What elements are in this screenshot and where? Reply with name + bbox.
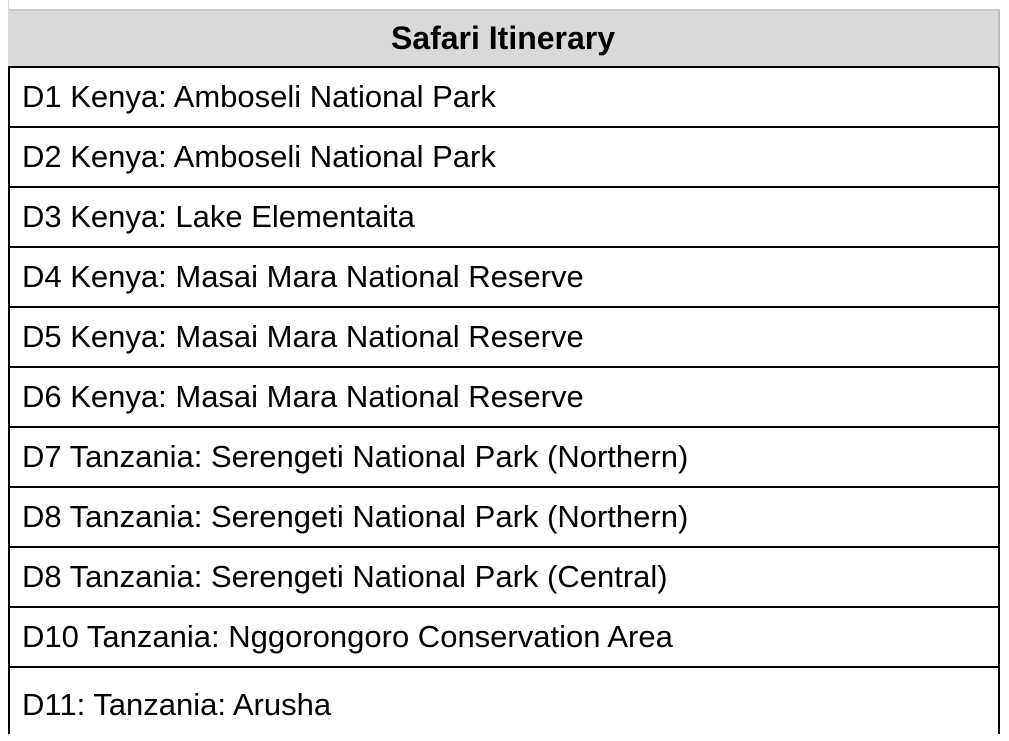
column-top-border — [8, 9, 1000, 11]
table-row[interactable]: D1 Kenya: Amboseli National Park — [8, 68, 1000, 128]
table-row[interactable]: D4 Kenya: Masai Mara National Reserve — [8, 248, 1000, 308]
table-row[interactable]: D2 Kenya: Amboseli National Park — [8, 128, 1000, 188]
table-row[interactable]: D10 Tanzania: Nggorongoro Conservation A… — [8, 608, 1000, 668]
table-row[interactable]: D7 Tanzania: Serengeti National Park (No… — [8, 428, 1000, 488]
itinerary-table: Safari Itinerary D1 Kenya: Amboseli Nati… — [8, 11, 1000, 734]
table-row[interactable]: D3 Kenya: Lake Elementaita — [8, 188, 1000, 248]
table-header-cell[interactable]: Safari Itinerary — [8, 11, 1000, 68]
table-row[interactable]: D6 Kenya: Masai Mara National Reserve — [8, 368, 1000, 428]
bottom-edge — [8, 736, 1000, 741]
gridline-area-top — [0, 0, 1009, 10]
table-row[interactable]: D11: Tanzania: Arusha — [8, 668, 1000, 734]
table-row[interactable]: D8 Tanzania: Serengeti National Park (No… — [8, 488, 1000, 548]
gridline-area-right — [1003, 0, 1009, 741]
table-row[interactable]: D5 Kenya: Masai Mara National Reserve — [8, 308, 1000, 368]
table-row[interactable]: D8 Tanzania: Serengeti National Park (Ce… — [8, 548, 1000, 608]
